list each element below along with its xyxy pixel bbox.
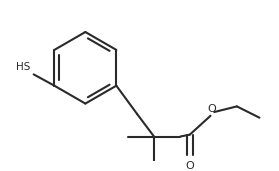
Text: O: O bbox=[186, 161, 194, 171]
Text: O: O bbox=[207, 104, 216, 114]
Text: HS: HS bbox=[16, 62, 31, 73]
